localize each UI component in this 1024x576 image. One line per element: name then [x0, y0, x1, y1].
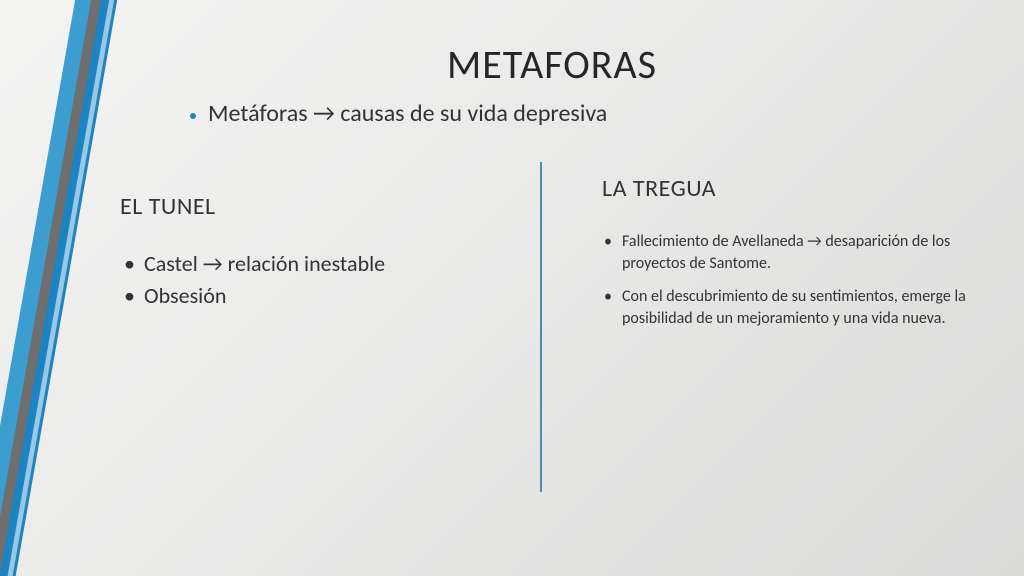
slide-subtitle: Metáforas → causas de su vida depresiva [208, 99, 607, 128]
left-heading: EL TUNEL [120, 192, 510, 221]
stripe-blue-back [0, 0, 110, 576]
left-column: EL TUNEL Castel → relación inestable Obs… [120, 162, 540, 492]
two-column-layout: EL TUNEL Castel → relación inestable Obs… [120, 162, 984, 492]
list-item: Obsesión [120, 281, 510, 311]
stripe-gray [0, 0, 122, 576]
bullet-icon [190, 113, 196, 119]
stripe-highlight [2, 0, 120, 576]
decorative-stripes [0, 0, 100, 576]
right-heading: LA TREGUA [602, 174, 984, 203]
list-item: Castel → relación inestable [120, 249, 510, 279]
stripe-blue-front [0, 0, 122, 576]
right-column: LA TREGUA Fallecimiento de Avellaneda → … [542, 162, 984, 492]
right-bullet-list: Fallecimiento de Avellaneda → desaparici… [602, 231, 984, 331]
slide-title: METAFORAS [120, 40, 984, 89]
list-item: Con el descubrimiento de su sentimientos… [602, 286, 984, 331]
list-item: Fallecimiento de Avellaneda → desaparici… [602, 231, 984, 276]
left-bullet-list: Castel → relación inestable Obsesión [120, 249, 510, 310]
slide-content: METAFORAS Metáforas → causas de su vida … [120, 40, 984, 546]
subtitle-row: Metáforas → causas de su vida depresiva [190, 99, 984, 128]
